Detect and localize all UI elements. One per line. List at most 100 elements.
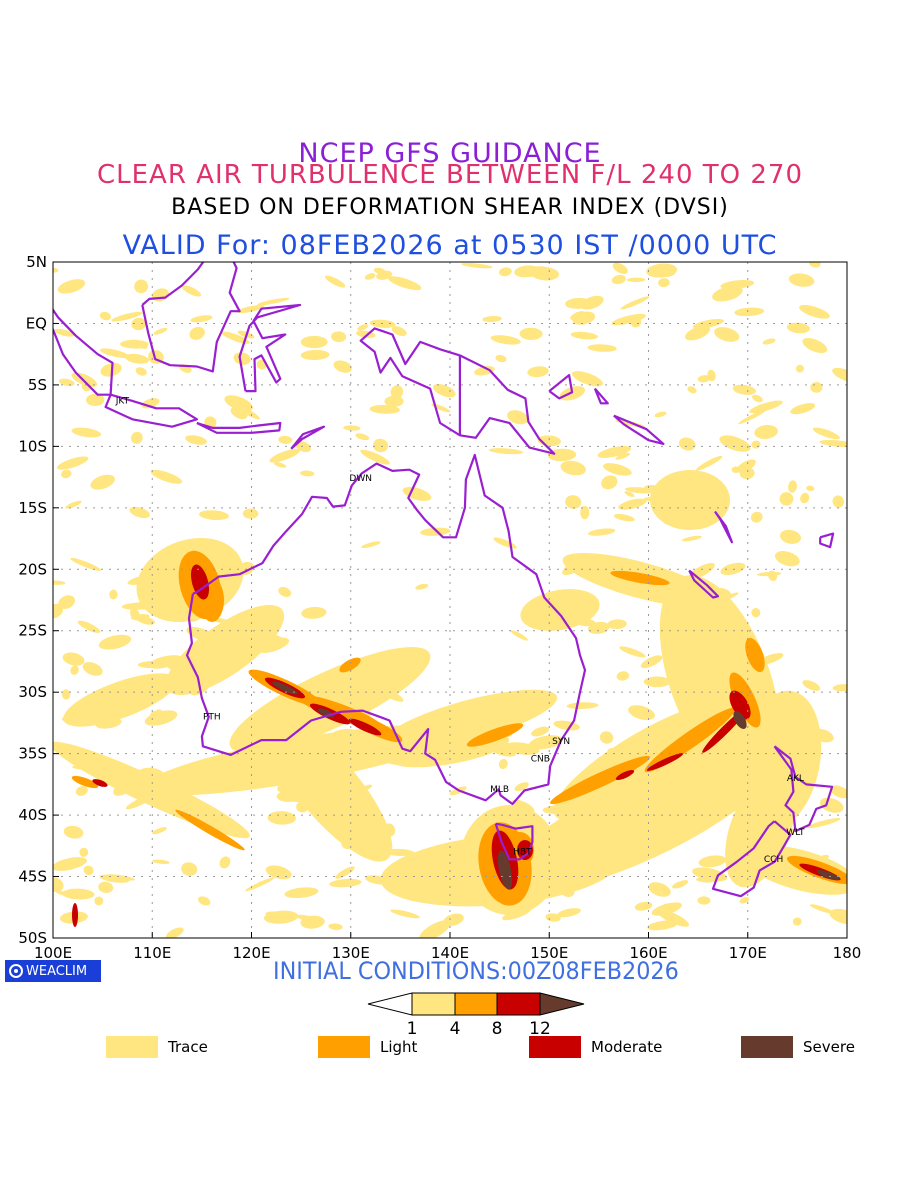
trace-patch <box>788 273 815 287</box>
trace-patch <box>695 455 723 471</box>
light-patch <box>745 637 765 673</box>
trace-patch <box>300 335 328 349</box>
trace-patch <box>739 897 750 904</box>
trace-patch <box>654 411 667 418</box>
trace-patch <box>832 684 847 692</box>
trace-patch <box>643 676 671 688</box>
trace-patch <box>388 276 422 291</box>
trace-patch <box>779 492 794 506</box>
moderate-patch <box>92 779 108 787</box>
lat-tick-label: 5N <box>26 253 47 271</box>
lat-tick-label: 15S <box>18 499 47 517</box>
trace-patch <box>98 634 132 650</box>
trace-patch <box>335 866 355 879</box>
lon-tick-label: 120E <box>232 944 270 962</box>
trace-patch <box>587 344 617 352</box>
trace-patch <box>786 322 810 334</box>
trace-patch <box>707 369 716 382</box>
trace-patch <box>719 435 751 452</box>
trace-patch <box>599 731 614 744</box>
trace-patch <box>278 586 292 597</box>
trace-patch <box>133 340 148 349</box>
weaclim-icon <box>9 964 23 978</box>
legend-label-severe: Severe <box>803 1038 855 1056</box>
trace-patch <box>809 262 821 268</box>
trace-patch <box>233 352 251 365</box>
trace-patch <box>129 506 150 519</box>
trace-patch <box>618 498 647 510</box>
lat-tick-label: 50S <box>18 929 47 947</box>
trace-patch <box>245 877 275 892</box>
moderate-patch <box>190 564 210 600</box>
trace-band <box>53 741 250 839</box>
trace-patch <box>284 887 319 899</box>
trace-patch <box>607 619 627 630</box>
trace-patch <box>732 384 756 395</box>
moderate-patch <box>646 753 684 771</box>
trace-patch <box>685 325 711 341</box>
borneo-coast <box>141 262 241 373</box>
lat-tick-label: 45S <box>18 868 47 886</box>
lon-tick-label: 180 <box>833 944 862 962</box>
coastlines <box>53 262 835 898</box>
trace-patch <box>601 475 618 490</box>
trace-patch <box>507 410 529 425</box>
trace-patch <box>357 324 369 331</box>
trace-patch <box>62 652 85 666</box>
trace-patch <box>331 331 347 343</box>
trace-band <box>520 589 600 631</box>
trace-patch <box>65 500 82 509</box>
trace-patch <box>391 326 407 336</box>
trace-patch <box>278 435 293 444</box>
trace-patch <box>682 535 702 542</box>
title-product: CLEAR AIR TURBULENCE BETWEEN F/L 240 TO … <box>96 160 804 190</box>
station-wlt: WLT <box>786 828 805 838</box>
trace-patch <box>402 486 432 501</box>
lon-tick-label: 130E <box>332 944 370 962</box>
lat-tick-label: 25S <box>18 622 47 640</box>
legend-swatch-light <box>318 1036 370 1058</box>
title-method: BASED ON DEFORMATION SHEAR INDEX (DVSI) <box>171 195 729 220</box>
trace-patch <box>616 671 630 681</box>
legend-swatch-severe <box>741 1036 793 1058</box>
station-hbt: HBT <box>513 848 532 858</box>
trace-patch <box>198 896 211 906</box>
trace-patch <box>832 495 845 508</box>
lat-tick-label: 10S <box>18 437 47 455</box>
tasmania-coast <box>494 822 534 861</box>
trace-patch <box>390 909 420 919</box>
colorbar-light <box>454 992 498 1016</box>
trace-patch <box>560 460 586 476</box>
lat-tick-label: 5S <box>28 376 47 394</box>
trace-patch <box>795 364 805 373</box>
australia-coast <box>185 453 587 806</box>
trace-patch <box>461 263 493 269</box>
trace-patch <box>53 580 66 585</box>
trace-patch <box>613 513 635 522</box>
trace-patch <box>647 920 679 931</box>
lon-tick-label: 170E <box>729 944 767 962</box>
lat-tick-label: 20S <box>18 560 47 578</box>
new-britain-coast <box>548 374 574 400</box>
trace-patch <box>58 595 75 609</box>
trace-patch <box>819 439 847 447</box>
legend-label-trace: Trace <box>168 1038 208 1056</box>
station-cnb: CNB <box>531 754 550 764</box>
colorbar-tick: 8 <box>492 1019 503 1039</box>
legend-label-moderate: Moderate <box>591 1038 663 1056</box>
timor-coast <box>290 425 326 450</box>
trace-patch <box>134 279 149 294</box>
trace-patch <box>658 278 670 288</box>
lat-tick-label: 40S <box>18 806 47 824</box>
trace-patch <box>125 353 149 364</box>
trace-patch <box>756 571 782 577</box>
trace-patch <box>829 785 847 799</box>
colorbar-tick: 12 <box>529 1019 551 1039</box>
trace-patch <box>570 331 598 340</box>
trace-patch <box>190 315 213 323</box>
trace-patch <box>527 366 549 378</box>
trace-patch <box>790 403 816 415</box>
trace-patch <box>265 911 281 917</box>
trace-patch <box>256 637 290 653</box>
